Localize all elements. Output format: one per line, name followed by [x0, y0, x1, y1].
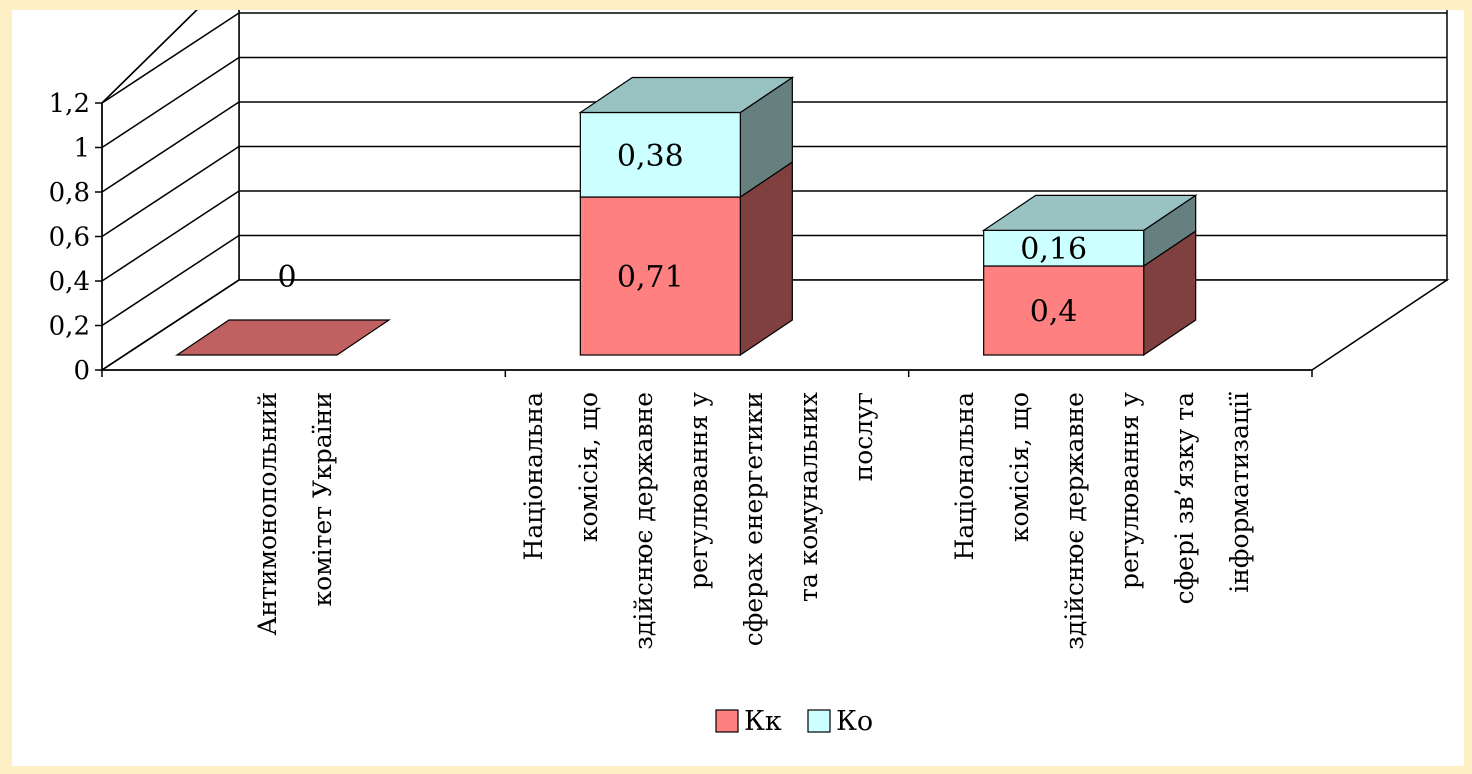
x-category-label: Антимонопольний — [253, 392, 282, 636]
side-gridline — [101, 12, 240, 104]
x-category-label: комітет України — [308, 392, 337, 606]
side-gridline — [101, 145, 240, 238]
y-tick-label: 0 — [73, 356, 90, 386]
bar-ko-2-front — [579, 111, 741, 198]
chart-area: 0 0,2 0,4 0,6 0,8 1 1,2 0 0,71 0,38 0,4 0,16 Антимон… — [12, 10, 1464, 766]
legend-label-kk: Кк — [744, 706, 782, 737]
x-category-label: комісія, що — [574, 392, 603, 542]
y-tick-label: 0,8 — [49, 178, 90, 208]
data-label: 0 — [277, 260, 296, 295]
data-label: 0,16 — [1020, 232, 1087, 267]
stacked-3d-bar-chart: 0 0,2 0,4 0,6 0,8 1 1,2 0 0,71 0,38 0,4 0,16 Антимон… — [49, 10, 1450, 737]
x-category-label: інформатизації — [1225, 392, 1254, 593]
legend-label-ko: Ко — [836, 706, 873, 737]
x-category-label: Національна — [519, 392, 548, 561]
x-category-label: регулювання у — [1115, 392, 1144, 589]
data-label: 0,4 — [1030, 295, 1078, 330]
bar-top-2 — [578, 76, 795, 114]
x-category-label: Національна — [950, 392, 979, 561]
x-category-label: сфері зв’язку та — [1170, 392, 1199, 604]
bar-zero-1 — [175, 319, 391, 356]
side-gridline — [101, 101, 240, 193]
y-tick-label: 1,2 — [49, 89, 90, 119]
y-tick-label: 0,2 — [49, 312, 90, 342]
side-gridline — [101, 279, 240, 371]
x-category-label: регулювання у — [684, 392, 713, 589]
side-gridline — [101, 10, 198, 104]
side-gridline — [101, 190, 240, 282]
y-tick-label: 0,4 — [49, 267, 90, 297]
data-label: 0,38 — [617, 139, 684, 174]
bar-kk-2-front — [579, 196, 741, 356]
bar-top-3 — [981, 194, 1198, 231]
x-category-label: сферах енергетики — [739, 392, 768, 646]
side-gridline — [101, 234, 240, 327]
y-tick-label: 1 — [73, 134, 90, 164]
data-label: 0,71 — [617, 260, 684, 295]
x-category-label: послуг — [849, 392, 878, 481]
x-category-label: здійснює державне — [629, 392, 658, 650]
legend-swatch-kk — [715, 709, 739, 733]
x-category-label: комісія, що — [1005, 392, 1034, 542]
y-tick-label: 0,6 — [49, 223, 90, 253]
side-gridline — [101, 56, 240, 149]
x-category-label: здійснює державне — [1060, 392, 1089, 650]
legend-swatch-ko — [807, 709, 831, 733]
back-wall — [238, 10, 1448, 281]
bar-ko-3-front — [983, 229, 1145, 267]
bar-kk-3-front — [983, 265, 1145, 356]
x-category-label: та комунальних — [794, 392, 823, 602]
